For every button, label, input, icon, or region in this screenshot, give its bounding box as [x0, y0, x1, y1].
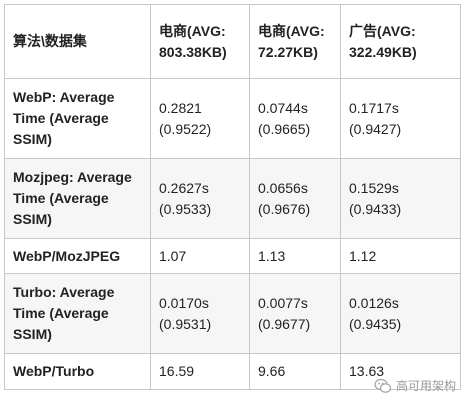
table-cell: 1.07 [150, 238, 250, 274]
header-algorithm-dataset: 算法\数据集 [4, 4, 151, 79]
table-row: Mozjpeg: Average Time (Average SSIM) 0.2… [4, 158, 461, 239]
table-cell: 9.66 [249, 353, 341, 390]
header-ecommerce-small: 电商(AVG: 72.27KB) [249, 4, 341, 79]
table-cell: 0.1717s (0.9427) [340, 78, 461, 159]
table-cell: 0.2627s (0.9533) [150, 158, 250, 239]
table-cell: 13.63 [340, 353, 461, 390]
table-cell: 0.1529s (0.9433) [340, 158, 461, 239]
row-label: WebP/MozJPEG [4, 238, 151, 274]
table-header-row: 算法\数据集 电商(AVG: 803.38KB) 电商(AVG: 72.27KB… [4, 4, 461, 79]
table-cell: 16.59 [150, 353, 250, 390]
row-label: WebP/Turbo [4, 353, 151, 390]
table-row: WebP: Average Time (Average SSIM) 0.2821… [4, 78, 461, 159]
benchmark-table: 算法\数据集 电商(AVG: 803.38KB) 电商(AVG: 72.27KB… [4, 4, 461, 390]
row-label: Mozjpeg: Average Time (Average SSIM) [4, 158, 151, 239]
table-cell: 1.12 [340, 238, 461, 274]
table-cell: 0.0656s (0.9676) [249, 158, 341, 239]
table-cell: 0.2821 (0.9522) [150, 78, 250, 159]
watermark-text: 高可用架构 [395, 379, 456, 393]
table-cell: 1.13 [249, 238, 341, 274]
watermark: 高可用架构 [374, 377, 456, 394]
row-label: Turbo: Average Time (Average SSIM) [4, 273, 151, 354]
header-advertising: 广告(AVG: 322.49KB) [340, 4, 461, 79]
header-ecommerce-large: 电商(AVG: 803.38KB) [150, 4, 250, 79]
table-cell: 0.0170s (0.9531) [150, 273, 250, 354]
row-label: WebP: Average Time (Average SSIM) [4, 78, 151, 159]
table-row: WebP/Turbo 16.59 9.66 13.63 [4, 353, 461, 390]
table-row: Turbo: Average Time (Average SSIM) 0.017… [4, 273, 461, 354]
table-cell: 0.0077s (0.9677) [249, 273, 341, 354]
table-row: WebP/MozJPEG 1.07 1.13 1.12 [4, 238, 461, 274]
wechat-logo-icon [374, 378, 392, 394]
table-cell: 0.0126s (0.9435) [340, 273, 461, 354]
table-cell: 0.0744s (0.9665) [249, 78, 341, 159]
